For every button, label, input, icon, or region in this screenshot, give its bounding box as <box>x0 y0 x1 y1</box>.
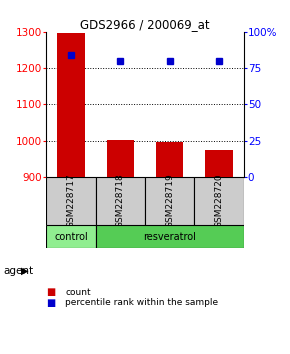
Bar <box>194 177 244 225</box>
Text: percentile rank within the sample: percentile rank within the sample <box>65 298 218 307</box>
Title: GDS2966 / 200069_at: GDS2966 / 200069_at <box>80 18 210 31</box>
Bar <box>46 177 96 225</box>
Bar <box>156 142 183 177</box>
Text: GSM228717: GSM228717 <box>66 174 76 228</box>
Bar <box>57 33 85 177</box>
Text: agent: agent <box>3 266 33 276</box>
Text: ▶: ▶ <box>21 266 28 276</box>
Bar <box>107 140 134 177</box>
Bar <box>145 177 194 225</box>
Text: control: control <box>54 232 88 241</box>
Text: GSM228718: GSM228718 <box>116 174 125 228</box>
Bar <box>96 225 244 248</box>
Bar <box>46 225 96 248</box>
Text: ■: ■ <box>46 287 56 297</box>
Text: GSM228719: GSM228719 <box>165 174 174 228</box>
Text: ■: ■ <box>46 298 56 308</box>
Text: count: count <box>65 287 91 297</box>
Text: GSM228720: GSM228720 <box>214 174 224 228</box>
Text: resveratrol: resveratrol <box>143 232 196 241</box>
Bar <box>205 150 233 177</box>
Bar <box>96 177 145 225</box>
